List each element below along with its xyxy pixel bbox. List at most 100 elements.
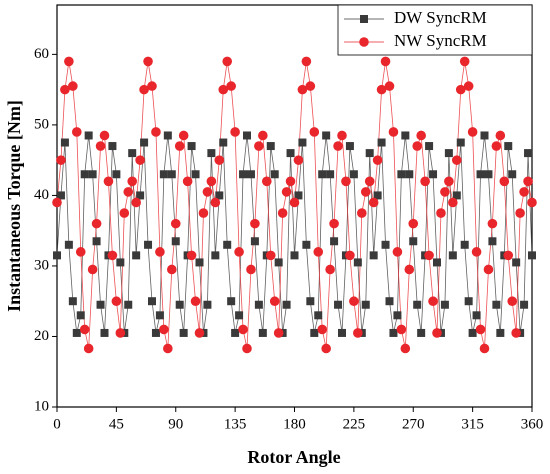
marker bbox=[211, 251, 220, 260]
marker bbox=[321, 343, 331, 354]
y-tick-label: 30 bbox=[34, 257, 49, 273]
marker bbox=[80, 170, 89, 179]
marker bbox=[499, 176, 510, 187]
marker bbox=[433, 258, 441, 267]
marker bbox=[305, 81, 316, 91]
marker bbox=[186, 250, 197, 261]
marker bbox=[297, 84, 308, 95]
marker bbox=[432, 328, 442, 338]
legend-box bbox=[337, 4, 533, 56]
marker bbox=[317, 324, 328, 335]
marker bbox=[155, 247, 165, 257]
marker bbox=[111, 296, 122, 307]
marker bbox=[174, 141, 185, 151]
marker bbox=[345, 142, 354, 151]
marker bbox=[337, 130, 347, 141]
marker bbox=[290, 251, 299, 260]
marker bbox=[238, 324, 248, 335]
marker bbox=[412, 141, 423, 151]
marker bbox=[329, 218, 339, 229]
marker bbox=[195, 258, 204, 267]
marker bbox=[155, 311, 164, 320]
marker bbox=[503, 250, 514, 261]
marker bbox=[310, 328, 319, 337]
marker bbox=[472, 311, 481, 320]
marker bbox=[96, 300, 105, 309]
marker bbox=[92, 237, 101, 246]
marker bbox=[491, 141, 502, 151]
x-tick-label: 180 bbox=[283, 416, 306, 432]
y-tick-label: 60 bbox=[34, 46, 49, 62]
marker bbox=[140, 138, 149, 147]
marker bbox=[202, 187, 213, 197]
marker bbox=[356, 208, 367, 218]
marker bbox=[144, 240, 153, 249]
marker bbox=[345, 250, 355, 261]
marker bbox=[277, 208, 288, 218]
marker bbox=[487, 218, 498, 229]
marker bbox=[408, 218, 419, 229]
marker bbox=[372, 155, 383, 165]
marker bbox=[83, 343, 94, 354]
marker bbox=[429, 170, 438, 179]
marker bbox=[425, 142, 434, 151]
marker bbox=[334, 300, 343, 309]
marker bbox=[243, 131, 251, 140]
marker bbox=[107, 250, 118, 261]
marker bbox=[301, 56, 312, 67]
marker bbox=[467, 127, 478, 137]
marker bbox=[480, 131, 489, 140]
marker bbox=[128, 149, 137, 158]
marker bbox=[219, 138, 228, 147]
marker bbox=[132, 251, 141, 260]
marker bbox=[218, 84, 229, 95]
marker bbox=[84, 131, 93, 140]
marker bbox=[519, 187, 529, 197]
x-tick-label: 225 bbox=[343, 416, 366, 432]
marker bbox=[274, 258, 283, 267]
marker bbox=[483, 264, 494, 275]
marker bbox=[88, 170, 97, 179]
marker bbox=[258, 130, 268, 141]
marker bbox=[273, 328, 284, 338]
marker bbox=[289, 197, 300, 208]
marker bbox=[459, 56, 470, 67]
marker bbox=[246, 170, 255, 179]
marker bbox=[103, 176, 114, 187]
marker bbox=[369, 251, 378, 260]
marker bbox=[266, 142, 275, 151]
y-tick-label: 40 bbox=[34, 187, 49, 203]
marker bbox=[508, 170, 517, 179]
marker bbox=[448, 251, 457, 260]
marker bbox=[460, 240, 469, 249]
marker bbox=[64, 56, 74, 67]
marker bbox=[163, 343, 173, 354]
legend-label: NW SyncRM bbox=[394, 31, 487, 50]
x-tick-label: 45 bbox=[109, 416, 124, 432]
x-axis-title: Rotor Angle bbox=[247, 447, 340, 467]
marker bbox=[368, 197, 379, 208]
marker bbox=[119, 208, 130, 218]
marker bbox=[298, 138, 307, 147]
marker bbox=[148, 297, 156, 306]
marker bbox=[381, 240, 390, 249]
marker bbox=[167, 170, 176, 179]
marker bbox=[476, 170, 485, 179]
marker bbox=[325, 264, 335, 275]
marker bbox=[380, 56, 391, 67]
marker bbox=[254, 300, 263, 309]
marker bbox=[388, 127, 399, 137]
marker bbox=[112, 170, 121, 179]
marker bbox=[313, 247, 324, 257]
marker bbox=[361, 300, 370, 309]
marker bbox=[330, 237, 339, 246]
marker bbox=[285, 176, 296, 187]
marker bbox=[405, 170, 414, 179]
marker bbox=[496, 328, 505, 337]
marker bbox=[507, 296, 518, 307]
marker bbox=[254, 141, 264, 151]
marker bbox=[306, 297, 315, 306]
marker bbox=[420, 176, 430, 187]
marker bbox=[100, 328, 109, 337]
marker bbox=[484, 170, 493, 179]
